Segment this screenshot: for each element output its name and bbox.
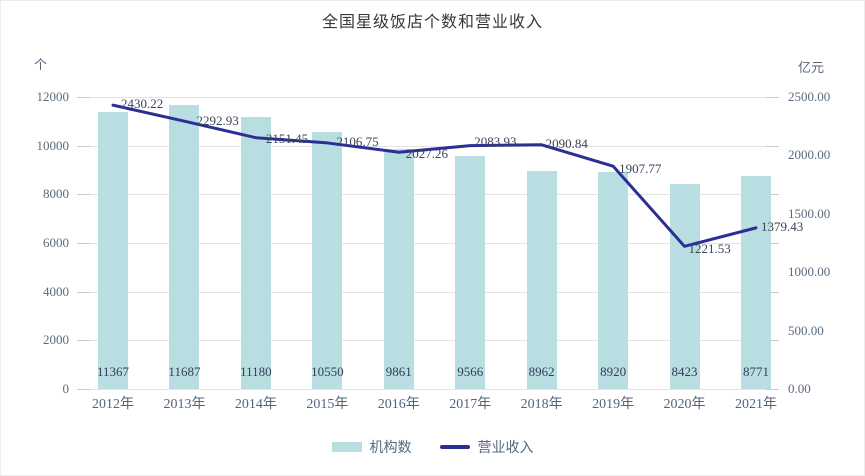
- line-value-label: 2151.45: [265, 130, 309, 146]
- x-axis-label: 2018年: [520, 397, 563, 412]
- x-axis-label: 2019年: [592, 397, 635, 412]
- chart-title: 全国星级饭店个数和营业收入: [321, 14, 543, 31]
- bar-value-label: 11180: [240, 364, 272, 379]
- left-axis-tick: [77, 340, 90, 342]
- bar-institutions: [383, 149, 414, 389]
- left-axis-tick-label: 6000: [43, 235, 69, 250]
- right-axis-tick: [766, 243, 779, 244]
- x-axis-label: 2017年: [449, 397, 492, 412]
- bar-value-label: 11367: [96, 364, 130, 379]
- left-axis-tick: [77, 389, 90, 390]
- right-axis-unit: 亿元: [798, 60, 825, 75]
- left-axis-tick-label: 12000: [36, 89, 70, 104]
- left-axis-tick: [77, 97, 90, 98]
- legend-item-institutions[interactable]: 机构数: [331, 437, 412, 457]
- gridline: [77, 194, 779, 196]
- right-axis-tick: [766, 340, 779, 342]
- line-value-label: 2083.93: [474, 133, 517, 149]
- bar-value-label: 8962: [528, 364, 555, 379]
- gridline: [77, 340, 779, 342]
- left-axis-tick: [77, 291, 90, 293]
- bar-value-label: 9861: [385, 364, 412, 379]
- bar-value-label: 8423: [671, 364, 698, 379]
- revenue-polyline: [111, 103, 758, 248]
- bar-institutions: [669, 184, 700, 389]
- x-axis-label: 2021年: [734, 397, 777, 412]
- legend: 机构数 营业收入: [1, 437, 864, 457]
- legend-item-revenue[interactable]: 营业收入: [439, 437, 534, 457]
- bar-institutions: [312, 132, 343, 389]
- line-value-label: 1379.43: [760, 218, 804, 234]
- line-value-label: 2090.84: [545, 135, 588, 151]
- gridline: [77, 97, 779, 98]
- legend-label-institutions: 机构数: [369, 441, 412, 456]
- bar-series-swatch: [331, 442, 362, 452]
- left-axis-tick: [77, 243, 90, 244]
- gridline: [77, 243, 779, 244]
- bar-value-label: 9566: [457, 364, 484, 379]
- bar-institutions: [169, 104, 200, 389]
- line-value-label: 2027.26: [405, 146, 448, 162]
- gridline: [77, 145, 779, 147]
- left-axis-tick-label: 10000: [36, 137, 70, 153]
- line-series-swatch: [439, 445, 470, 449]
- left-axis-unit: 个: [33, 57, 47, 72]
- bar-value-label: 10550: [311, 364, 344, 379]
- right-axis-tick: [766, 291, 779, 293]
- x-axis-label: 2014年: [234, 397, 277, 412]
- x-axis-label: 2016年: [377, 397, 420, 412]
- bar-value-label: 11687: [168, 364, 201, 379]
- line-value-label: 1221.53: [688, 241, 731, 257]
- right-axis-tick: [766, 97, 779, 98]
- right-axis-tick-label: 1000.00: [788, 264, 831, 280]
- x-axis-label: 2013年: [163, 397, 206, 412]
- bar-value-label: 8771: [742, 364, 769, 379]
- right-axis-tick-label: 2500.00: [788, 89, 831, 104]
- left-axis-tick: [77, 145, 90, 147]
- legend-label-revenue: 营业收入: [477, 441, 534, 456]
- line-value-label: 2106.75: [336, 133, 379, 149]
- right-axis-tick: [766, 389, 779, 390]
- right-axis-tick-label: 0.00: [788, 381, 811, 396]
- bar-institutions: [455, 156, 486, 389]
- bar-institutions: [526, 170, 557, 389]
- right-axis-tick-label: 1500.00: [788, 205, 831, 221]
- x-axis-label: 2015年: [306, 397, 349, 412]
- left-axis-tick-label: 2000: [43, 332, 69, 348]
- gridline: [77, 389, 779, 390]
- left-axis-tick-label: 0: [62, 381, 70, 396]
- bar-institutions: [740, 175, 771, 389]
- right-axis-tick-label: 2000.00: [788, 147, 831, 163]
- left-axis-tick-label: 8000: [43, 186, 69, 202]
- bar-value-label: 8920: [600, 364, 627, 379]
- x-axis-label: 2020年: [663, 397, 706, 412]
- bar-institutions: [98, 112, 128, 389]
- right-axis-tick: [766, 194, 779, 196]
- right-axis-tick: [766, 145, 779, 147]
- x-axis-label: 2012年: [92, 397, 134, 412]
- line-value-label: 2430.22: [121, 96, 164, 112]
- right-axis-tick-label: 500.00: [788, 322, 824, 338]
- gridline: [77, 291, 779, 293]
- left-axis-tick-label: 4000: [43, 283, 69, 299]
- left-axis-tick: [77, 194, 90, 196]
- bar-institutions: [598, 171, 629, 389]
- line-value-label: 2292.93: [196, 113, 239, 129]
- line-value-label: 1907.77: [619, 161, 662, 177]
- bar-institutions: [240, 116, 271, 389]
